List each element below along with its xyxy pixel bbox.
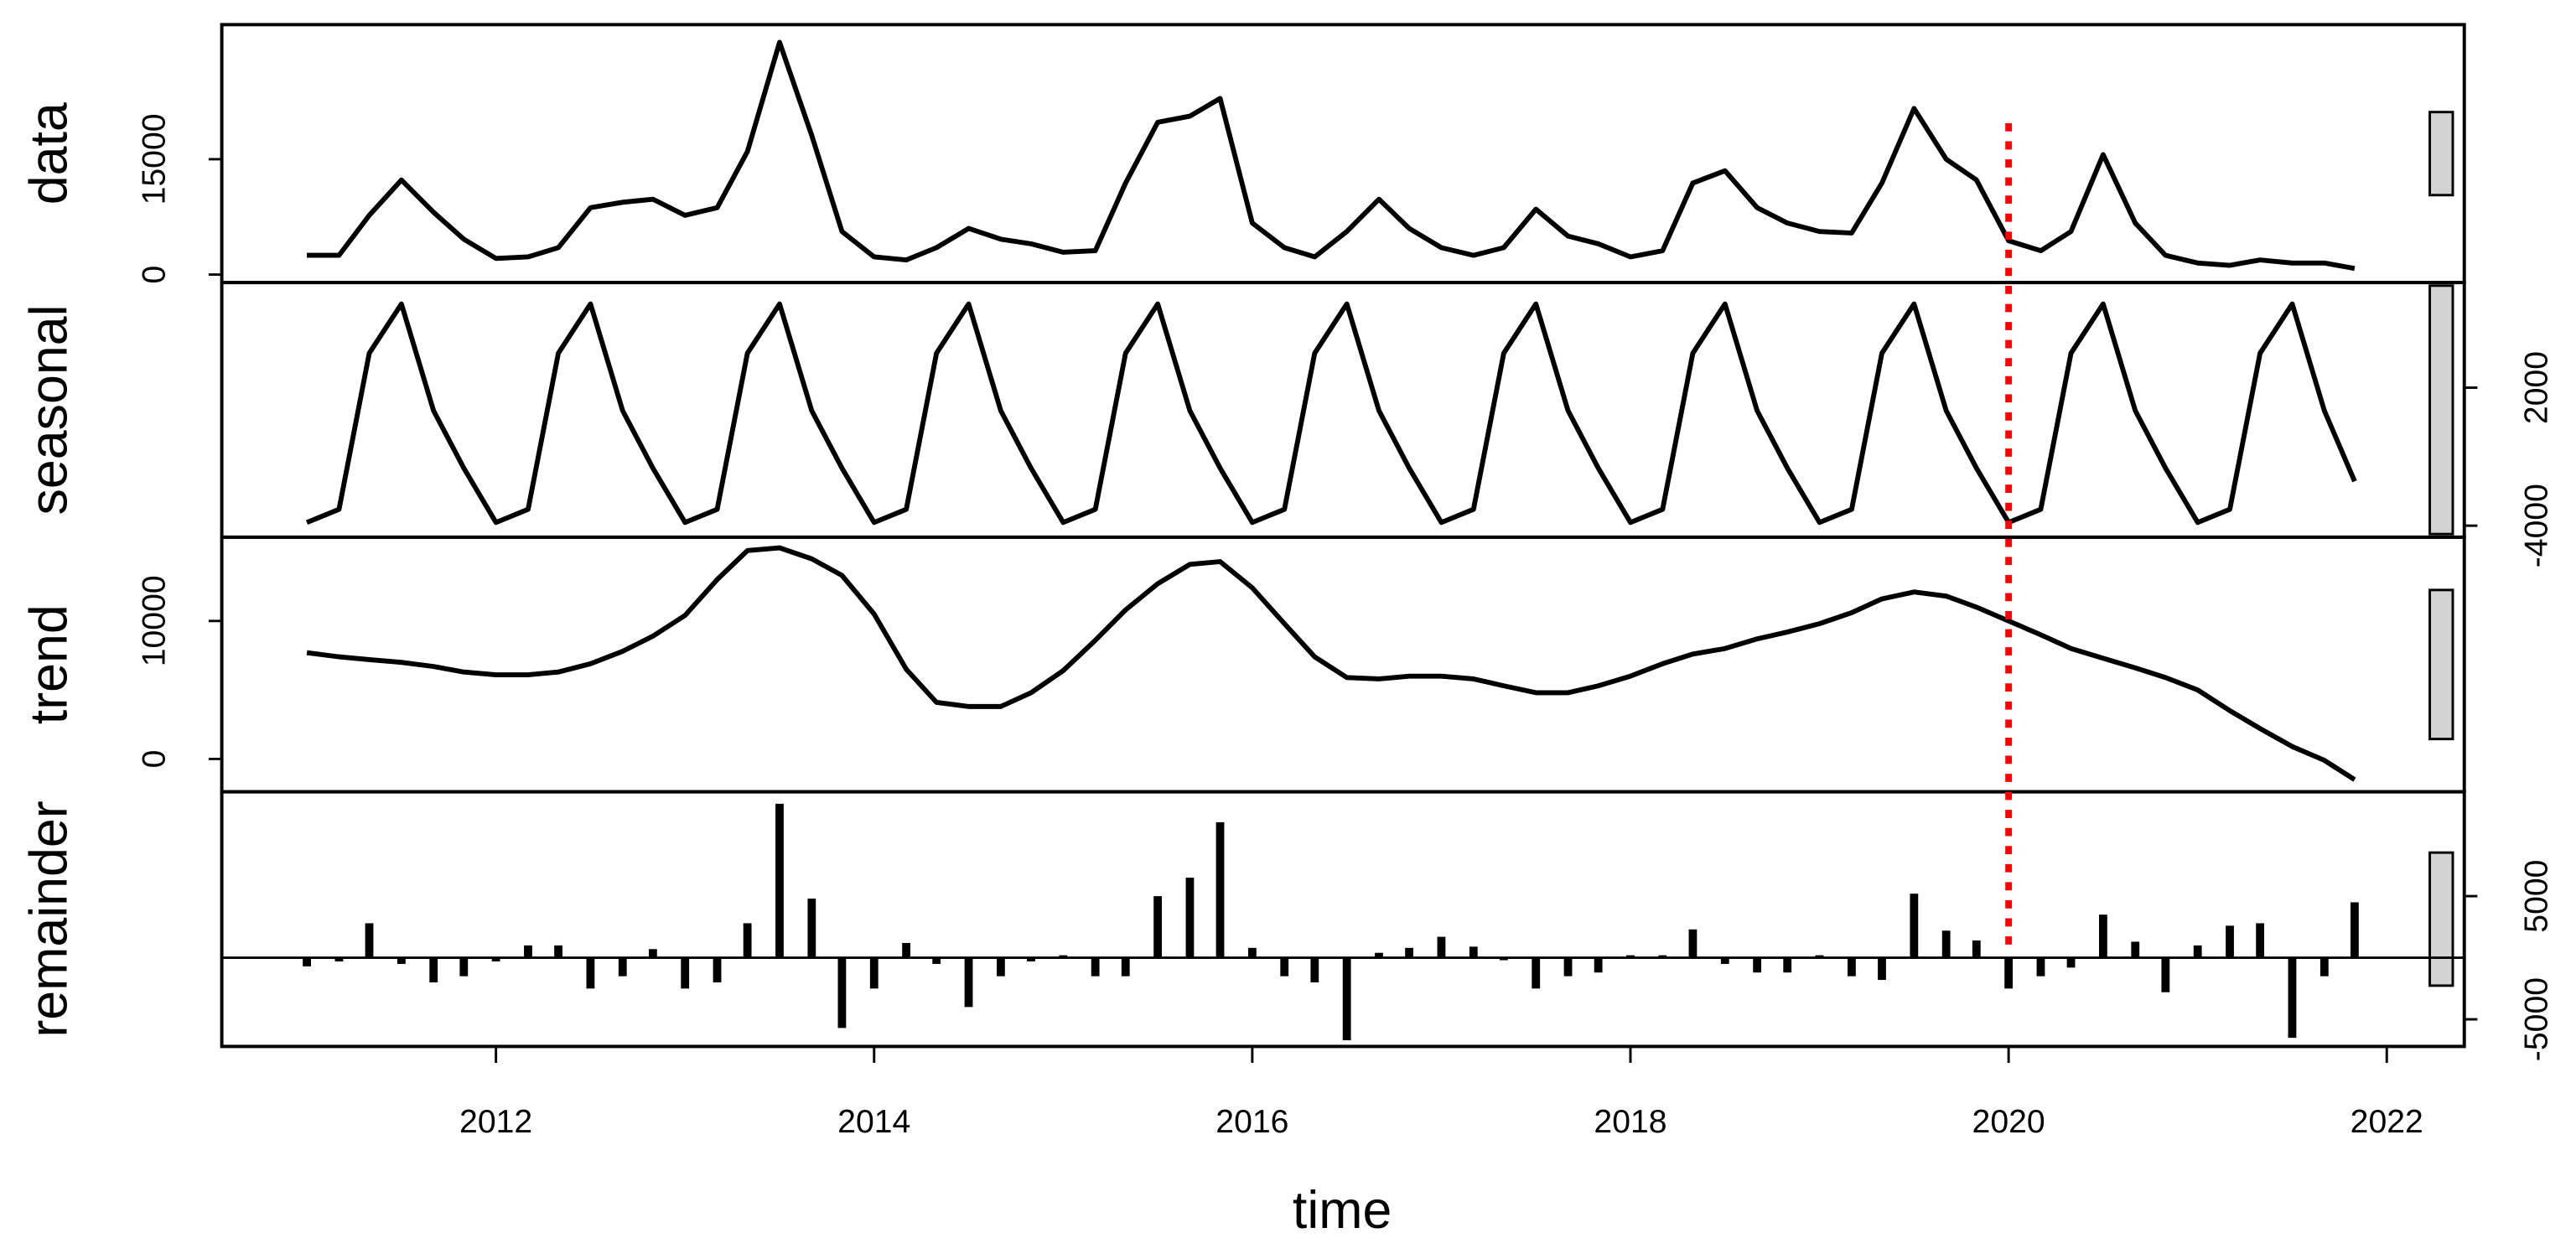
bar	[1247, 947, 1257, 958]
y-tick-label: -5000	[2518, 977, 2554, 1061]
y-tick-label: -4000	[2518, 484, 2554, 567]
bar	[1688, 929, 1697, 958]
panel-label: trend	[19, 604, 78, 724]
bar	[1910, 894, 1919, 958]
bar	[1878, 957, 1886, 981]
bar	[397, 957, 406, 964]
bar	[554, 945, 562, 958]
bar	[1626, 955, 1635, 958]
bar	[869, 957, 879, 989]
bar	[902, 942, 911, 958]
bar	[1280, 957, 1289, 977]
bar	[775, 803, 784, 958]
panel-label: remainder	[19, 800, 78, 1037]
bar	[1848, 957, 1856, 977]
x-tick-label: 2020	[1972, 1104, 2045, 1140]
panel-frame	[220, 790, 2466, 1049]
range-bar	[2428, 588, 2454, 741]
range-bar	[2428, 851, 2454, 987]
bar	[1499, 957, 1508, 961]
bar	[303, 957, 311, 966]
bar	[365, 923, 374, 958]
bar	[524, 945, 532, 958]
bar	[2193, 945, 2202, 958]
bar	[837, 957, 847, 1028]
bar	[1658, 955, 1667, 958]
panel-label: seasonal	[19, 304, 78, 515]
y-tick-label: 0	[137, 750, 173, 769]
bar	[996, 957, 1005, 977]
bar	[1594, 957, 1603, 973]
y-tick-label: 10000	[137, 575, 173, 666]
bar	[743, 923, 752, 958]
bar	[1375, 952, 1383, 958]
series-line	[305, 301, 2357, 526]
bar	[1153, 896, 1163, 958]
y-tick-label: 15000	[137, 113, 173, 205]
bar	[1310, 957, 1319, 982]
bar	[648, 949, 657, 958]
range-bar	[2428, 111, 2454, 197]
bar	[713, 957, 722, 982]
bar	[2066, 957, 2076, 968]
bar	[2226, 925, 2234, 958]
bar	[807, 899, 816, 958]
panel-label: data	[19, 102, 78, 205]
bar	[2161, 957, 2170, 992]
range-bar	[2428, 284, 2454, 536]
bar	[1027, 957, 1035, 961]
bar	[681, 957, 690, 989]
bar	[618, 957, 627, 977]
series-line	[306, 545, 2356, 782]
series-line	[307, 39, 2356, 272]
bar	[459, 957, 469, 977]
y-tick-label: 0	[137, 266, 173, 284]
bar	[2099, 914, 2107, 958]
bar	[429, 957, 438, 982]
bar	[1783, 957, 1792, 973]
bar	[2319, 957, 2329, 977]
bar	[1532, 957, 1541, 989]
bar	[1342, 957, 1351, 1041]
bar	[1941, 930, 1951, 958]
x-tick-label: 2012	[459, 1104, 532, 1140]
bar	[1563, 957, 1573, 977]
bar	[932, 957, 941, 964]
x-axis-label: time	[1293, 1181, 1392, 1240]
x-tick-label: 2014	[837, 1104, 910, 1140]
bar	[1815, 955, 1824, 958]
bar	[491, 957, 500, 961]
bar	[1753, 957, 1762, 973]
bar	[1121, 957, 1130, 977]
bar	[964, 957, 973, 1008]
bar	[1720, 957, 1729, 964]
x-tick-label: 2018	[1594, 1104, 1666, 1140]
bar	[2004, 957, 2014, 989]
x-tick-label: 2022	[2351, 1104, 2423, 1140]
bar	[1185, 878, 1195, 958]
bar	[334, 957, 344, 961]
bar	[1405, 947, 1413, 958]
bar	[1215, 821, 1225, 958]
x-tick-label: 2016	[1215, 1104, 1288, 1140]
bar	[2288, 957, 2297, 1039]
bar	[2351, 902, 2359, 958]
bar	[2131, 941, 2140, 958]
bar	[1469, 946, 1478, 958]
bar	[1091, 957, 1100, 977]
bar	[586, 957, 595, 989]
bar	[1972, 940, 1981, 958]
bar	[1437, 936, 1446, 958]
bar	[1059, 955, 1068, 958]
bar	[2036, 957, 2045, 977]
bar	[2256, 923, 2265, 958]
y-tick-label: 2000	[2518, 351, 2554, 424]
y-tick-label: 5000	[2518, 860, 2554, 933]
